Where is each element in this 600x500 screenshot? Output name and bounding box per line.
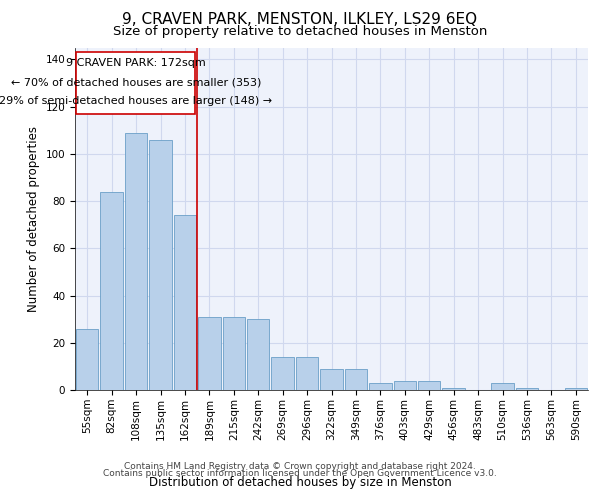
Y-axis label: Number of detached properties: Number of detached properties bbox=[27, 126, 40, 312]
Bar bbox=[394, 380, 416, 390]
Bar bbox=[247, 319, 269, 390]
Bar bbox=[515, 388, 538, 390]
Bar bbox=[125, 132, 148, 390]
Bar bbox=[296, 357, 319, 390]
Bar bbox=[76, 328, 98, 390]
Bar bbox=[491, 383, 514, 390]
Text: Contains public sector information licensed under the Open Government Licence v3: Contains public sector information licen… bbox=[103, 469, 497, 478]
Bar bbox=[344, 368, 367, 390]
Bar bbox=[100, 192, 123, 390]
Bar bbox=[198, 317, 221, 390]
Text: Distribution of detached houses by size in Menston: Distribution of detached houses by size … bbox=[149, 476, 451, 489]
Bar bbox=[149, 140, 172, 390]
Bar bbox=[442, 388, 465, 390]
Bar bbox=[418, 380, 440, 390]
Text: 9, CRAVEN PARK, MENSTON, ILKLEY, LS29 6EQ: 9, CRAVEN PARK, MENSTON, ILKLEY, LS29 6E… bbox=[122, 12, 478, 28]
Bar bbox=[271, 357, 294, 390]
Text: 29% of semi-detached houses are larger (148) →: 29% of semi-detached houses are larger (… bbox=[0, 96, 272, 106]
Text: ← 70% of detached houses are smaller (353): ← 70% of detached houses are smaller (35… bbox=[11, 77, 261, 87]
Text: Size of property relative to detached houses in Menston: Size of property relative to detached ho… bbox=[113, 25, 487, 38]
Text: 9 CRAVEN PARK: 172sqm: 9 CRAVEN PARK: 172sqm bbox=[66, 58, 206, 68]
FancyBboxPatch shape bbox=[76, 52, 195, 114]
Text: Contains HM Land Registry data © Crown copyright and database right 2024.: Contains HM Land Registry data © Crown c… bbox=[124, 462, 476, 471]
Bar bbox=[173, 215, 196, 390]
Bar bbox=[369, 383, 392, 390]
Bar bbox=[223, 317, 245, 390]
Bar bbox=[320, 368, 343, 390]
Bar bbox=[565, 388, 587, 390]
